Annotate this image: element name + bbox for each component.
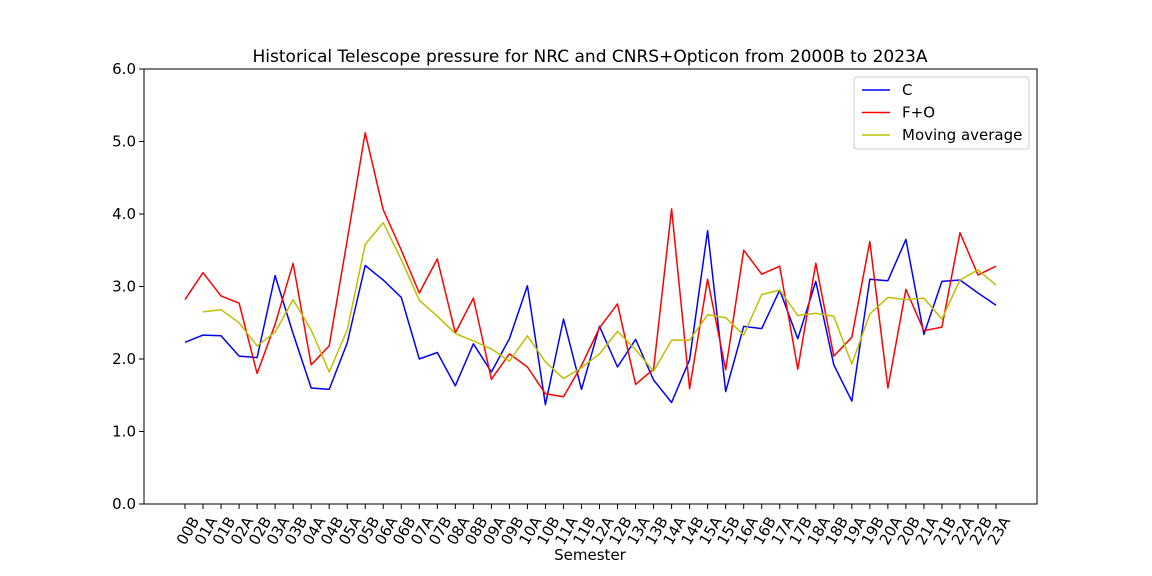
series-line-moving-average [202, 221, 997, 380]
legend: C F+O Moving average [853, 76, 1030, 150]
y-tick-label: 2.0 [112, 350, 136, 368]
series-line-c [184, 229, 997, 406]
legend-entry: Moving average [902, 126, 1022, 144]
y-tick-label: 3.0 [112, 278, 136, 296]
plot-lines [184, 132, 997, 406]
y-tick-label: 6.0 [112, 60, 136, 78]
y-tick-label: 0.0 [112, 495, 136, 513]
chart-title: Historical Telescope pressure for NRC an… [253, 47, 928, 67]
x-axis-label: Semester [554, 546, 627, 564]
y-tick-label: 1.0 [112, 423, 136, 441]
x-axis: 00B01A01B02A02B03A03B04A04B05A05B06A06B0… [173, 504, 1015, 548]
legend-entry: C [902, 81, 912, 99]
y-tick-label: 5.0 [112, 133, 136, 151]
legend-box [853, 76, 1030, 150]
y-tick-label: 4.0 [112, 205, 136, 223]
y-axis: 0.0 1.0 2.0 3.0 4.0 5.0 6.0 [112, 60, 144, 513]
series-line-f-o [184, 132, 997, 398]
legend-entry: F+O [902, 104, 935, 122]
